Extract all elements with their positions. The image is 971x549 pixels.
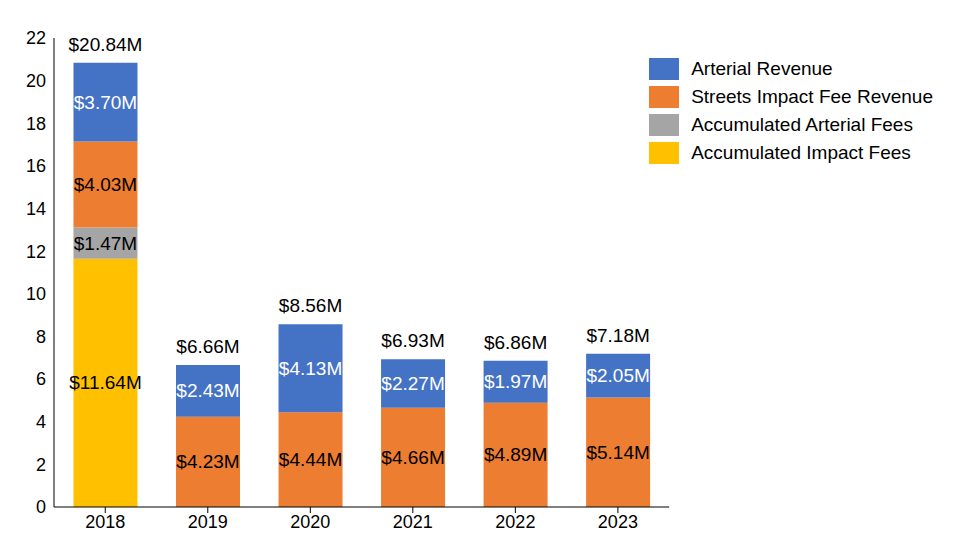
svg-text:$4.44M: $4.44M <box>279 449 342 470</box>
svg-text:$20.84M: $20.84M <box>69 34 143 55</box>
svg-text:$4.13M: $4.13M <box>279 358 342 379</box>
svg-text:$1.97M: $1.97M <box>484 371 547 392</box>
svg-text:$6.93M: $6.93M <box>381 330 444 351</box>
svg-text:$7.18M: $7.18M <box>586 325 649 346</box>
svg-text:14: 14 <box>26 199 46 219</box>
svg-text:2018: 2018 <box>85 512 125 532</box>
svg-text:2022: 2022 <box>495 512 535 532</box>
svg-text:$4.66M: $4.66M <box>381 447 444 468</box>
html-text:Arterial Revenue: Arterial Revenue <box>691 58 833 79</box>
html-text:Streets Impact Fee Revenue: Streets Impact Fee Revenue <box>691 86 933 107</box>
svg-text:6: 6 <box>36 369 46 389</box>
svg-text:$4.23M: $4.23M <box>176 451 239 472</box>
svg-text:$4.03M: $4.03M <box>74 174 137 195</box>
svg-text:$6.86M: $6.86M <box>484 332 547 353</box>
svg-text:$11.64M: $11.64M <box>69 372 142 393</box>
svg-text:$2.27M: $2.27M <box>381 373 444 394</box>
svg-text:0: 0 <box>36 497 46 517</box>
svg-text:4: 4 <box>36 412 46 432</box>
svg-text:$2.43M: $2.43M <box>176 380 239 401</box>
svg-text:$6.66M: $6.66M <box>176 336 239 357</box>
svg-text:$1.47M: $1.47M <box>74 233 137 254</box>
svg-text:12: 12 <box>26 242 46 262</box>
html-text:Accumulated Impact Fees: Accumulated Impact Fees <box>691 142 911 163</box>
svg-text:$2.05M: $2.05M <box>586 365 649 386</box>
svg-text:$4.89M: $4.89M <box>484 444 547 465</box>
svg-text:2021: 2021 <box>393 512 433 532</box>
svg-text:$8.56M: $8.56M <box>279 295 342 316</box>
svg-text:2020: 2020 <box>290 512 330 532</box>
svg-text:$5.14M: $5.14M <box>586 442 649 463</box>
svg-text:18: 18 <box>26 114 46 134</box>
svg-text:2019: 2019 <box>188 512 228 532</box>
svg-text:2023: 2023 <box>598 512 638 532</box>
svg-text:20: 20 <box>26 71 46 91</box>
svg-text:22: 22 <box>26 28 46 48</box>
svg-text:8: 8 <box>36 327 46 347</box>
svg-text:$3.70M: $3.70M <box>74 92 137 113</box>
svg-text:10: 10 <box>26 284 46 304</box>
svg-text:16: 16 <box>26 156 46 176</box>
svg-text:2: 2 <box>36 455 46 475</box>
html-text:Accumulated Arterial Fees: Accumulated Arterial Fees <box>691 114 913 135</box>
